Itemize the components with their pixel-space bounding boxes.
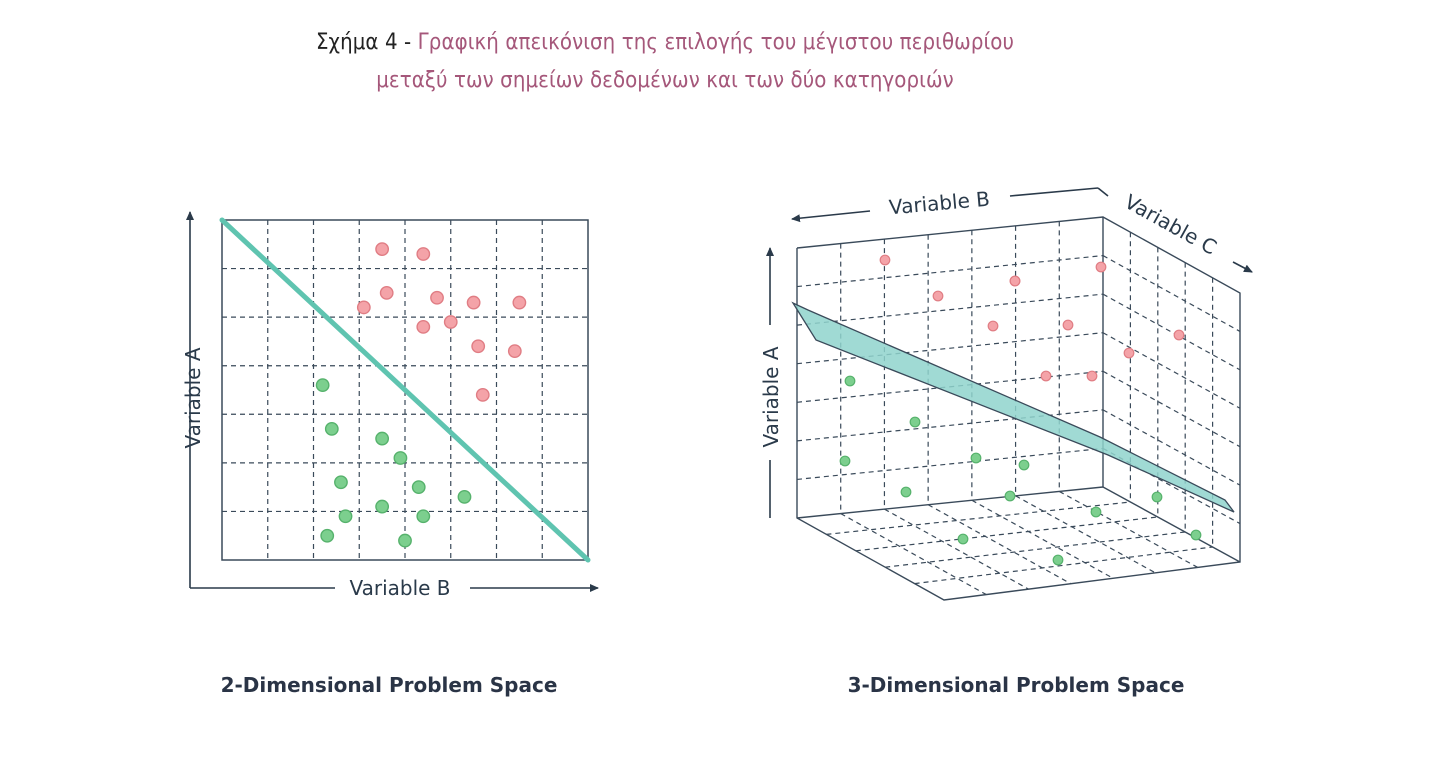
data-point-green (315, 378, 330, 393)
data-point-green (411, 480, 426, 495)
data-point-red-3d (1123, 347, 1135, 359)
data-point-green-3d (1151, 491, 1163, 503)
data-point-green-3d (1090, 506, 1102, 518)
data-point-red (416, 247, 431, 261)
grid-line-back-h (796, 409, 1104, 442)
caption-line-1: Γραφική απεικόνιση της επιλογής του μέγι… (417, 30, 1015, 55)
data-point-red (507, 344, 522, 359)
grid-line-right-h (1102, 332, 1241, 409)
y-axis-label-2d: Variable A (181, 347, 205, 448)
data-point-red (512, 295, 527, 310)
points-3d (839, 254, 1202, 566)
grid-line-floor-b (855, 516, 1158, 552)
axis-corner-3d (1097, 187, 1109, 197)
grid-line-floor-b (826, 501, 1131, 535)
cube-floor-edge-left (796, 486, 1104, 519)
data-point-green (324, 421, 339, 436)
panel-title-3d: 3-Dimensional Problem Space (848, 673, 1185, 697)
cube-floor-edge-right (1102, 486, 1241, 563)
grid-line-right-h (1102, 447, 1241, 525)
data-point-green (338, 509, 353, 524)
data-point-green (320, 528, 335, 543)
data-point-red-3d (1173, 329, 1185, 341)
data-point-green-3d (844, 375, 856, 387)
panel-title-2d: 2-Dimensional Problem Space (221, 673, 558, 697)
grid-line-right-h (1102, 293, 1241, 371)
data-point-green (398, 533, 412, 548)
grid-2d (222, 220, 588, 560)
grid-line-floor-a (927, 504, 1072, 585)
data-point-red-3d (987, 320, 999, 332)
data-point-green-3d (1190, 529, 1202, 541)
plot-frame-2d (221, 219, 589, 561)
data-point-green (375, 499, 390, 514)
grid-line-back-h (796, 447, 1104, 481)
data-point-green-3d (900, 486, 912, 498)
data-point-red-3d (879, 254, 891, 266)
points-2d (315, 242, 527, 548)
data-point-green-3d (1004, 490, 1016, 502)
x-axis-label-2d: Variable B (349, 576, 450, 600)
data-point-green (375, 431, 390, 446)
z-axis-label-3d: Variable C (1121, 189, 1221, 259)
panel-3d: Variable A Variable B Variable C 3-Dimen… (759, 187, 1253, 697)
grid-line-back-h (796, 254, 1104, 288)
data-point-red (443, 315, 458, 329)
x-axis-line-3d (1009, 187, 1099, 197)
caption-line-2: μεταξύ των σημείων δεδομένων και των δύο… (376, 68, 954, 93)
grid-line-right-h (1102, 255, 1241, 332)
data-point-red (475, 387, 490, 402)
x-axis-label-3d: Variable B (888, 187, 991, 220)
separator-line-2d (219, 217, 591, 563)
data-point-red (375, 242, 390, 257)
panel-2d: Variable B Variable A 2-Dimensional Prob… (181, 211, 599, 697)
data-point-red-3d (1086, 370, 1098, 382)
grid-line-floor-b (914, 546, 1213, 585)
x-axis-arrow-3d (791, 210, 871, 223)
grid-line-back-h (796, 332, 1104, 365)
data-point-red (466, 295, 481, 310)
data-point-green-3d (1052, 554, 1064, 566)
separating-plane (791, 301, 1235, 513)
figure-label: Σχήμα 4 - (315, 30, 412, 55)
data-point-green-3d (957, 533, 969, 545)
grid-line-floor-a (1058, 490, 1199, 568)
data-point-red-3d (1009, 275, 1021, 287)
y-axis-label-3d: Variable A (759, 346, 783, 447)
data-point-green (393, 451, 408, 465)
data-point-red (356, 300, 371, 315)
data-point-red (416, 319, 431, 334)
data-point-red-3d (1095, 261, 1107, 273)
data-point-red-3d (932, 290, 944, 302)
data-point-green-3d (909, 416, 921, 428)
data-point-red (379, 285, 394, 300)
data-point-red-3d (1040, 370, 1052, 382)
z-axis-arrow-3d (1232, 261, 1253, 273)
data-point-green (457, 489, 472, 504)
grid-line-right-h (1102, 370, 1241, 448)
data-point-red (471, 339, 486, 354)
data-point-green (416, 509, 431, 524)
data-point-green-3d (1018, 459, 1030, 471)
data-point-green-3d (970, 452, 982, 464)
data-point-green-3d (839, 455, 851, 467)
grid-line-floor-b (885, 531, 1186, 568)
data-point-green (334, 475, 348, 490)
grid-line-back-h (796, 293, 1104, 326)
grid-line-floor-a (1015, 495, 1156, 574)
grid-line-floor-a (840, 513, 987, 596)
grid-line-right-h (1102, 409, 1241, 486)
grid-line-floor-a (884, 508, 1029, 590)
grid-3d (796, 221, 1241, 596)
data-point-red-3d (1062, 319, 1074, 331)
figure-caption: Σχήμα 4 - Γραφική απεικόνιση της επιλογή… (0, 24, 1330, 100)
data-point-red (430, 290, 444, 305)
